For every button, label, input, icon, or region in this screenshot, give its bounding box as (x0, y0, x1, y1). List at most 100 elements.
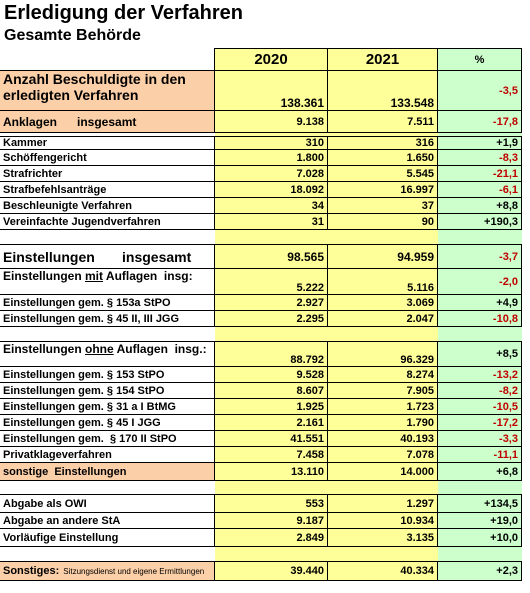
value-cell: 2.849 (214, 528, 328, 547)
row-label: Abgabe an andere StA (0, 512, 215, 529)
value-cell: 2.047 (327, 310, 438, 327)
percent-cell: -11,1 (437, 446, 522, 463)
percent-cell: +19,0 (437, 512, 522, 529)
percent-cell: -8,2 (437, 382, 522, 399)
value-cell: 96.329 (327, 341, 438, 367)
column-header: 2020 (214, 48, 328, 71)
value-cell: 9.187 (214, 512, 328, 529)
value-cell: 2.295 (214, 310, 328, 327)
label-text: Sitzungsdienst und eigene Ermittlungen (63, 566, 205, 576)
value-cell: 16.997 (327, 181, 438, 198)
value-cell: 14.000 (327, 462, 438, 481)
row-label: Einstellungen gem. § 45 I JGG (0, 414, 215, 431)
row-label: Sonstiges: Sitzungsdienst und eigene Ermi… (0, 561, 215, 581)
percent-cell: +10,0 (437, 528, 522, 547)
value-cell: 7.078 (327, 446, 438, 463)
percent-cell: -3,5 (437, 70, 522, 111)
label-text: Einstellungen gem. § 154 StPO (3, 384, 165, 397)
value-cell: 5.116 (327, 268, 438, 295)
row-label: Kammer (0, 136, 215, 150)
percent-cell: -21,1 (437, 165, 522, 182)
row-label: Einstellungen insgesamt (0, 244, 215, 269)
value-cell: 1.925 (214, 398, 328, 415)
percent-cell: +1,9 (437, 136, 522, 150)
percent-cell: -6,1 (437, 181, 522, 198)
row-label: Strafbefehlsanträge (0, 181, 215, 198)
row-label: Anklagen insgesamt (0, 110, 215, 133)
row-label: Einstellungen gem. § 170 II StPO (0, 430, 215, 447)
row-label: Vereinfachte Jugendverfahren (0, 213, 215, 230)
value-cell: 5.222 (214, 268, 328, 295)
value-cell: 41.551 (214, 430, 328, 447)
percent-cell: -17,8 (437, 110, 522, 133)
value-cell: 1.723 (327, 398, 438, 415)
subtitle: Gesamte Behörde (4, 27, 141, 44)
label-text: Abgabe als OWI (3, 497, 87, 510)
label-text: Vorläufige Einstellung (3, 531, 119, 544)
value-cell: 88.792 (214, 341, 328, 367)
value-cell: 31 (214, 213, 328, 230)
column-header: % (437, 48, 522, 71)
value-cell: 1.297 (327, 494, 438, 513)
row-label: Abgabe als OWI (0, 494, 215, 513)
label-text: Einstellungen gem. § 45 I JGG (3, 416, 161, 429)
value-cell: 40.334 (327, 561, 438, 581)
label-text: Einstellungen gem. § 153 StPO (3, 368, 165, 381)
value-cell: 138.361 (214, 70, 328, 111)
label-text: sonstige Einstellungen (3, 465, 127, 478)
value-cell: 8.274 (327, 366, 438, 383)
row-label: Einstellungen gem. § 153a StPO (0, 294, 215, 311)
label-text: Sonstiges: (3, 565, 60, 577)
value-cell: 553 (214, 494, 328, 513)
value-cell: 9.528 (214, 366, 328, 383)
label-text: Einstellungen (3, 342, 86, 356)
value-cell: 7.511 (327, 110, 438, 133)
value-cell: 13.110 (214, 462, 328, 481)
value-cell: 3.135 (327, 528, 438, 547)
percent-cell: -8,3 (437, 149, 522, 166)
value-cell: 316 (327, 136, 438, 150)
value-cell: 1.650 (327, 149, 438, 166)
value-cell: 98.565 (214, 244, 328, 269)
label-text: Auflagen insg: (103, 269, 193, 283)
value-cell: 7.458 (214, 446, 328, 463)
label-text: Einstellungen gem. § 45 II, III JGG (3, 312, 180, 325)
value-cell: 3.069 (327, 294, 438, 311)
value-cell: 310 (214, 136, 328, 150)
value-cell: 1.790 (327, 414, 438, 431)
label-text: ohne (85, 342, 114, 356)
percent-cell: -17,2 (437, 414, 522, 431)
row-label: Einstellungen gem. § 154 StPO (0, 382, 215, 399)
label-text: Einstellungen gem. § 31 a I BtMG (3, 400, 176, 413)
label-text: Vereinfachte Jugendverfahren (3, 215, 161, 228)
percent-cell: +2,3 (437, 561, 522, 581)
value-cell: 90 (327, 213, 438, 230)
title: Erledigung der Verfahren (4, 2, 243, 24)
label-text: Einstellungen insgesamt (3, 248, 192, 265)
label-text: Beschleunigte Verfahren (3, 199, 132, 212)
value-cell: 94.959 (327, 244, 438, 269)
row-label: sonstige Einstellungen (0, 462, 215, 481)
value-cell: 8.607 (214, 382, 328, 399)
percent-cell: +4,9 (437, 294, 522, 311)
label-text: Anzahl Beschuldigte in den erledigten Ve… (3, 71, 186, 103)
percent-cell: -10,8 (437, 310, 522, 327)
row-label: Einstellungen gem. § 31 a I BtMG (0, 398, 215, 415)
row-label: Beschleunigte Verfahren (0, 197, 215, 214)
row-label: Anzahl Beschuldigte in den erledigten Ve… (0, 70, 215, 111)
label-text: Schöffengericht (3, 151, 87, 164)
row-label: Einstellungen gem. § 153 StPO (0, 366, 215, 383)
row-label: Einstellungen mit Auflagen insg: (0, 268, 215, 295)
label-text: Abgabe an andere StA (3, 514, 121, 527)
percent-cell: +6,8 (437, 462, 522, 481)
label-text: mit (85, 269, 104, 283)
percent-cell: -2,0 (437, 268, 522, 295)
value-cell: 39.440 (214, 561, 328, 581)
label-text: Strafrichter (3, 167, 63, 180)
row-label: Einstellungen ohne Auflagen insg.: (0, 341, 215, 367)
percent-cell: +190,3 (437, 213, 522, 230)
row-label: Einstellungen gem. § 45 II, III JGG (0, 310, 215, 327)
label-text: Einstellungen gem. § 170 II StPO (3, 432, 177, 445)
value-cell: 2.161 (214, 414, 328, 431)
